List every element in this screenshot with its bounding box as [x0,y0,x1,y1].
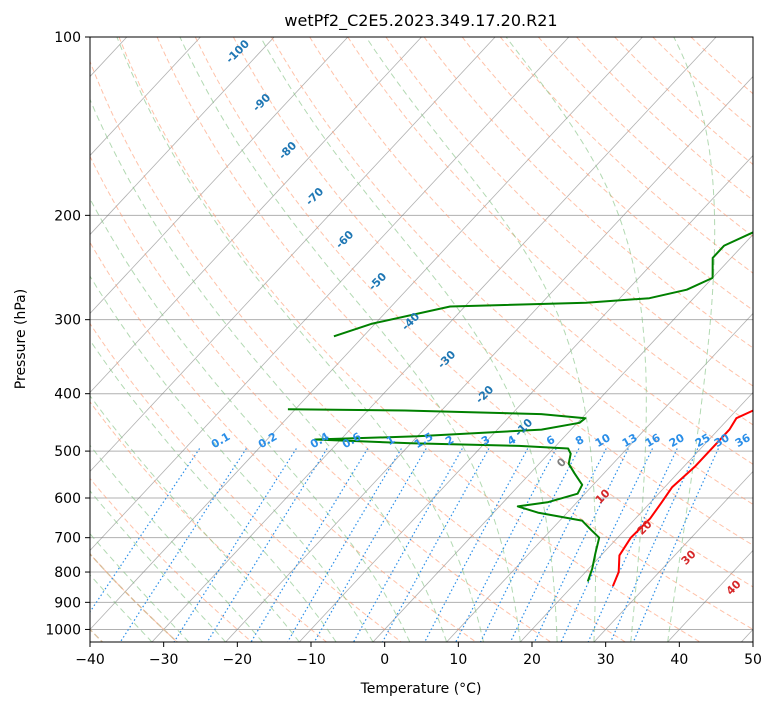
dry-adiabat-line [90,155,551,642]
y-tick-label: 200 [54,208,81,224]
plot-frame [89,36,754,643]
moist-adiabat-line [116,37,484,642]
mixing-ratio-line [455,448,557,642]
dry-adiabat-line [538,37,753,238]
moist-adiabat-line [365,37,597,642]
isotherm-line [90,37,570,552]
dry-adiabat-line [156,37,753,631]
mixing-ratio-line [119,448,247,642]
mixing-ratio-line [250,448,369,642]
axes: −40 −30 −20 −10 0 10 20 30 40 50 100 200 300 400 500 60… [45,30,762,668]
isotherm-line [225,75,753,642]
isotherm-line [90,37,422,394]
x-tick-label: 10 [449,652,467,668]
isotherm-line [520,391,753,642]
mixing-ratio-line [313,448,427,642]
y-tick-label: 800 [54,565,81,581]
isotherm-line [446,312,753,642]
x-tick-label: −20 [223,652,253,668]
x-axis-title: Temperature (°C) [360,681,482,697]
dry-adiabat-line [499,37,753,274]
mixing-ratio-line [480,448,580,642]
y-tick-label: 500 [54,444,81,460]
y-tick-label: 300 [54,313,81,329]
y-tick-label: 600 [54,491,81,507]
mixing-ratio-line [381,448,490,642]
moist-adiabat-line [90,197,411,642]
dry-adiabat-line [271,37,753,505]
moist-adiabat-line [505,37,647,642]
y-tick-label: 700 [54,531,81,547]
moist-adiabat-line [667,37,716,642]
moist-adiabat-line [179,37,521,642]
dry-adiabat-line [90,322,402,642]
dewpoint-profile-line [287,408,601,582]
x-tick-label: −40 [75,652,105,668]
mixing-ratio-line [632,448,719,642]
dry-adiabat-line [347,37,753,426]
dry-adiabat-line [118,37,701,642]
dry-adiabat-line [309,37,753,465]
mixing-ratio-line [90,448,201,614]
mixing-ratio-line [610,448,699,642]
dry-adiabat-line [614,37,753,166]
isotherm-line [151,37,717,642]
moist-adiabat-line [90,98,448,642]
dewpoint-profile-line [333,231,753,338]
x-tick-label: −10 [296,652,326,668]
profile-lines [287,231,753,587]
mixing-ratio-line [534,448,629,642]
y-tick-label: 1000 [45,622,81,638]
x-tick-label: 50 [744,652,762,668]
isotherm-line [90,37,496,473]
background-lines [90,37,753,642]
x-tick-label: −30 [149,652,179,668]
isotherm-line [90,37,275,236]
dry-adiabat-line [194,37,753,588]
mixing-ratio-line [286,448,402,642]
mixing-ratio-line [424,448,529,642]
isotherm-line [90,37,201,157]
isotherm-line [90,37,643,631]
x-tick-label: 20 [523,652,541,668]
isotherm-line [90,37,349,315]
temperature-profile-line [611,409,753,587]
isotherm-line [372,233,753,642]
chart-title: wetPf2_C2E5.2023.349.17.20.R21 [284,11,557,31]
isotherm-line [593,470,753,642]
mixing-ratio-line [353,448,463,642]
y-tick-label: 400 [54,387,81,403]
y-tick-label: 900 [54,595,81,611]
dry-adiabat-line [423,37,753,349]
moist-adiabat-line [90,394,300,642]
dry-adiabat-line [385,37,753,387]
mixing-ratio-line [509,448,607,642]
x-tick-label: 40 [670,652,688,668]
x-tick-label: 0 [380,652,389,668]
dry-adiabat-line [90,60,626,642]
moist-adiabat-line [90,339,337,642]
y-tick-label: 100 [54,30,81,46]
y-axis-title: Pressure (hPa) [13,289,29,389]
x-tick-label: 30 [597,652,615,668]
dry-adiabat-line [232,37,753,546]
